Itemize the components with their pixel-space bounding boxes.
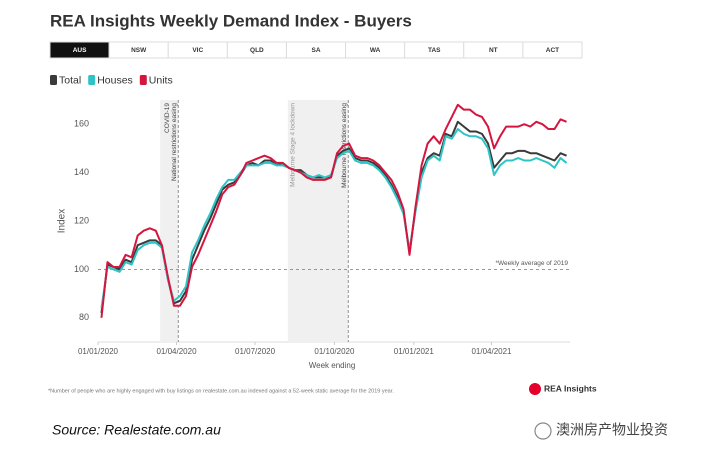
tab-label[interactable]: AUS [73,47,87,54]
tab-label[interactable]: NSW [131,47,147,54]
tab[interactable] [522,41,583,59]
legend-swatch [88,75,96,85]
x-tick-label: 01/04/2021 [471,347,512,356]
tab-label[interactable]: SA [311,47,320,54]
tab-label[interactable]: ACT [546,47,559,54]
watermark-icon [534,422,552,440]
legend-label: Units [149,74,173,86]
legend-label: Houses [97,74,133,86]
y-tick-label: 120 [74,215,89,225]
x-tick-label: 01/01/2021 [394,347,435,356]
x-axis-label: Week ending [309,361,356,370]
legend-swatch [50,75,57,85]
reference-label: *Weekly average of 2019 [495,260,568,267]
y-tick-label: 80 [79,312,89,322]
chart-title: REA Insights Weekly Demand Index - Buyer… [50,11,412,30]
x-tick-label: 01/10/2020 [314,347,355,356]
y-tick-label: 140 [74,167,89,177]
x-tick-label: 01/07/2020 [235,347,276,356]
x-tick-label: 01/04/2020 [156,347,197,356]
logo-text: REA Insights [544,383,597,393]
annotation-label: National restrictions easing [171,103,178,181]
y-axis-label: Index [57,209,68,233]
legend-swatch [139,75,147,85]
tab-label[interactable]: VIC [192,47,203,54]
source: Source: Realestate.com.au [52,422,221,438]
y-tick-label: 100 [74,264,89,274]
tab-label[interactable]: TAS [428,47,441,54]
watermark: 澳洲房产物业投资 [556,422,668,438]
shaded-period [160,100,179,342]
footnote: *Number of people who are highly engaged… [48,388,394,394]
tab-label[interactable]: WA [370,47,381,54]
y-tick-label: 160 [74,119,89,129]
logo-icon [529,383,541,395]
shaded-label: Melbourne Stage 4 lockdown [290,103,297,187]
tab-label[interactable]: NT [489,47,498,54]
shaded-period [287,100,349,342]
series-line [100,103,567,318]
legend-label: Total [59,74,81,86]
annotation-label: COVID-19 [164,103,171,133]
x-tick-label: 01/01/2020 [78,347,119,356]
tab-label[interactable]: QLD [250,47,264,54]
